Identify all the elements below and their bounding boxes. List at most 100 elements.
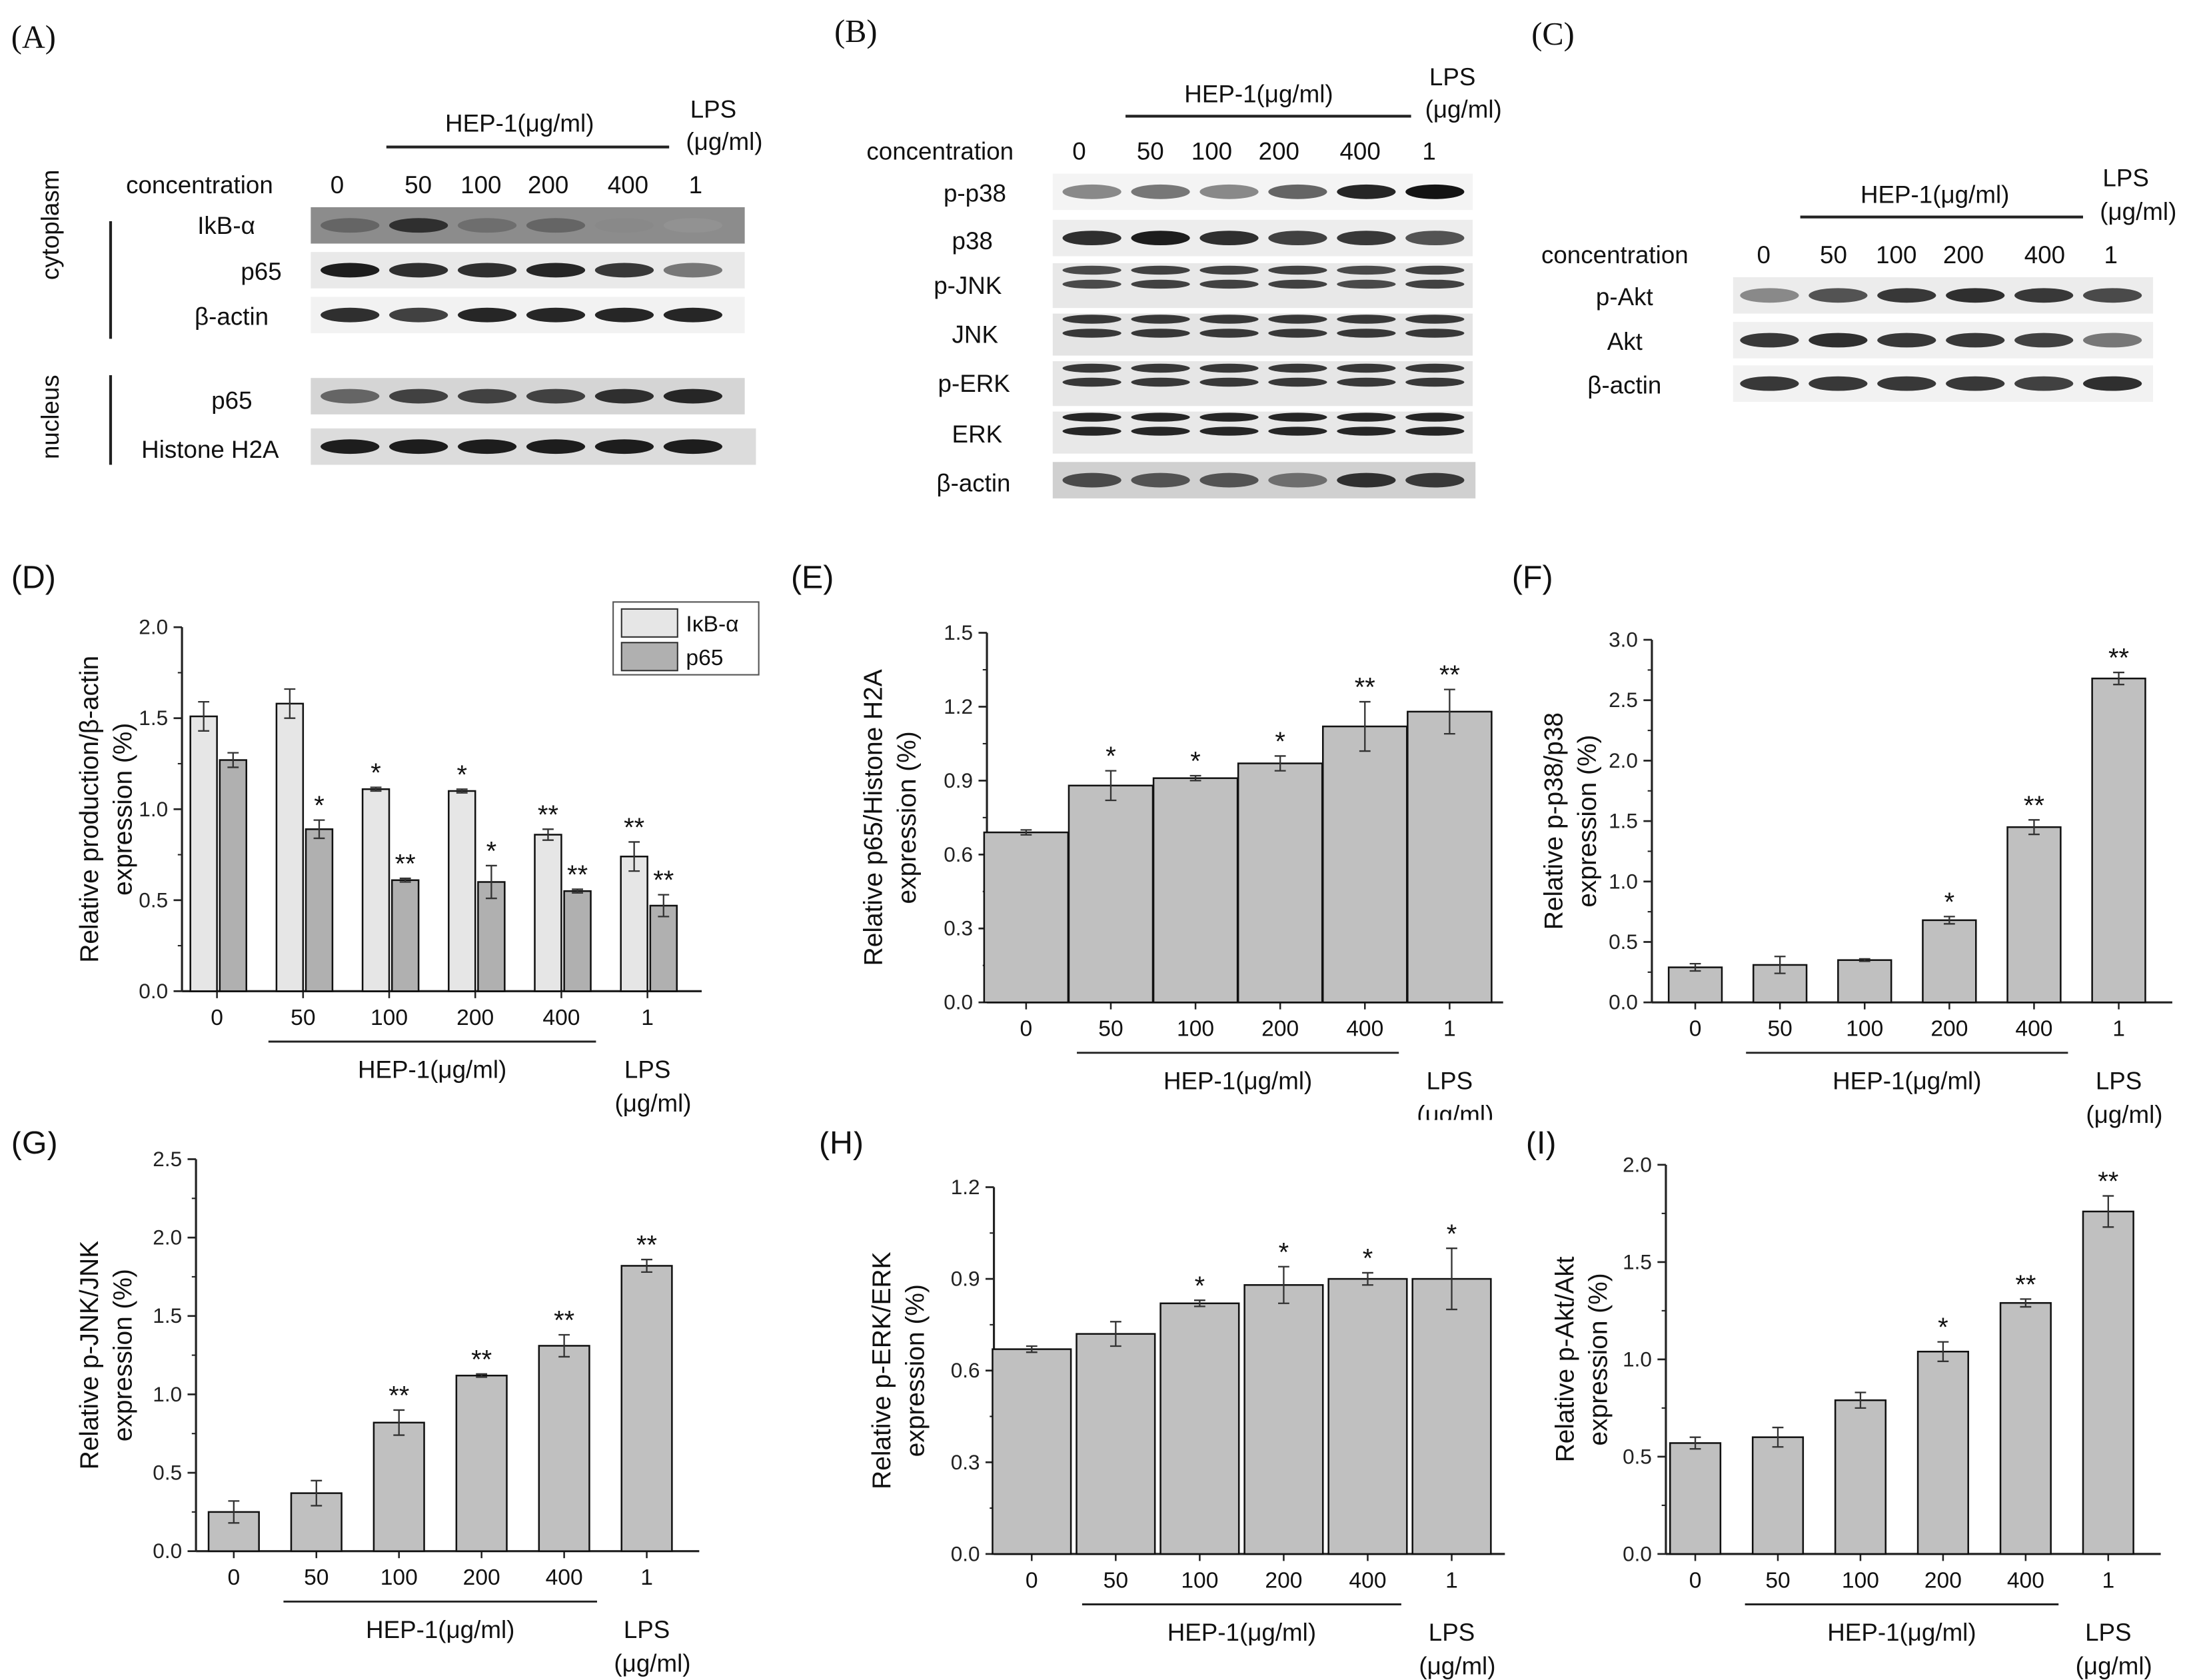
- band-b-pjnk-lane-2-1: [1199, 279, 1259, 289]
- band-a-bactin-lane-3: [526, 307, 586, 323]
- blot-b-perk: [1052, 361, 1473, 407]
- y-tick-label-2-6: 3.0: [1609, 628, 1638, 652]
- panel-c-row-title: concentration: [1541, 241, 1689, 269]
- bar-5-0-4: [1999, 1301, 2052, 1555]
- panel-a-conc-1: 50: [404, 171, 432, 199]
- band-a-h2a-lane-1: [389, 439, 448, 454]
- band-b-pjnk-lane-0-0: [1062, 265, 1121, 275]
- band-a-h2a-lane-3: [526, 439, 586, 454]
- bar-4-0-3: [1243, 1283, 1324, 1555]
- x-tick-label-1-1: 50: [1098, 1017, 1123, 1042]
- band-a-bactin-lane-1: [389, 307, 448, 323]
- x-tick-label-2-4: 400: [2015, 1017, 2052, 1042]
- band-b-pp38-lane-0: [1062, 184, 1121, 199]
- x-tick-label-3-4: 400: [546, 1565, 583, 1590]
- sig-0-0-4: **: [538, 800, 558, 830]
- band-a-p65-lane-2: [457, 263, 517, 278]
- panel-a-hep-label: HEP-1(μg/ml): [445, 109, 594, 137]
- band-b-jnk-lane-2-0: [1199, 315, 1259, 324]
- lps-unit-4: (μg/ml): [1419, 1653, 1495, 1680]
- y-label-4-1: expression (%): [902, 1284, 930, 1457]
- x-tick-label-2-3: 200: [1930, 1017, 1968, 1042]
- blot-b-erk: [1052, 411, 1473, 454]
- x-tick-label-1-3: 200: [1261, 1017, 1299, 1042]
- y-tick-label-2-4: 2.0: [1609, 748, 1638, 772]
- bar-0-0-3: [448, 790, 476, 992]
- band-b-erk-lane-4-1: [1337, 426, 1396, 436]
- bar-1-0-0: [983, 831, 1070, 1004]
- band-a-p65-lane-1: [389, 263, 448, 278]
- panel-b-band-label-p38: p38: [952, 227, 993, 255]
- band-b-perk-lane-1-1: [1131, 377, 1190, 387]
- band-c-bactin-lane-1: [1809, 376, 1868, 391]
- y-tick-label-1-3: 0.9: [944, 768, 973, 792]
- x-tick-label-4-0: 0: [1026, 1568, 1038, 1593]
- y-tick-label-0-4: 2.0: [139, 615, 168, 639]
- panel-label-0: (D): [11, 559, 56, 595]
- group-label-2: HEP-1(μg/ml): [1832, 1067, 1981, 1094]
- band-b-perk-lane-5-1: [1405, 377, 1465, 387]
- x-tick-label-5-4: 400: [2007, 1568, 2044, 1593]
- bar-4-0-1: [1076, 1333, 1156, 1555]
- panel-label-4: (H): [819, 1131, 864, 1161]
- group-label-4: HEP-1(μg/ml): [1167, 1619, 1316, 1646]
- panel-label-5: (I): [1526, 1131, 1557, 1161]
- panel-label-1: (E): [791, 559, 834, 595]
- panel-c-band-label-pakt: p-Akt: [1595, 283, 1653, 311]
- group-label-3: HEP-1(μg/ml): [366, 1616, 514, 1643]
- sig-0-1-3: *: [486, 837, 497, 866]
- band-b-perk-lane-1-0: [1131, 363, 1190, 373]
- band-a-bactin-lane-4: [594, 307, 654, 323]
- x-tick-label-0-1: 50: [291, 1006, 315, 1030]
- band-b-bactin-lane-1: [1131, 472, 1190, 488]
- band-b-erk-lane-3-1: [1268, 426, 1327, 436]
- band-a-p65-lane-5: [663, 263, 723, 278]
- band-c-pakt-lane-5: [2082, 288, 2142, 303]
- band-c-pakt-lane-4: [2014, 288, 2074, 303]
- band-c-pakt-lane-3: [1946, 288, 2005, 303]
- panel-b-hep-line: [1125, 115, 1411, 117]
- bar-3-0-3: [455, 1374, 508, 1552]
- panel-a-hep-line: [386, 145, 670, 148]
- panel-c-band-label-bactin: β-actin: [1587, 371, 1662, 399]
- x-tick-label-1-2: 100: [1177, 1017, 1214, 1042]
- bar-5-0-3: [1916, 1350, 1969, 1555]
- y-tick-label-3-5: 2.5: [153, 1147, 182, 1171]
- panel-a-band-label-h2a: Histone H2A: [141, 435, 279, 464]
- band-c-bactin-lane-4: [2014, 376, 2074, 391]
- lps-unit-0: (μg/ml): [614, 1090, 691, 1117]
- panel-a-row-title: concentration: [126, 171, 273, 199]
- band-a-p65-lane-3: [526, 263, 586, 278]
- bar-0-0-1: [275, 702, 305, 992]
- panel-b-band-label-jnk: JNK: [952, 321, 999, 349]
- bar-0-1-1: [305, 828, 334, 992]
- y-label-2-0: Relative p-p38/p38: [1539, 712, 1568, 930]
- panel-a-lps-label: LPS: [690, 95, 737, 123]
- legend-label-0-1: p65: [686, 646, 723, 670]
- sig-0-0-2: *: [370, 758, 381, 788]
- bar-2-0-4: [2006, 826, 2062, 1004]
- x-tick-label-0-4: 400: [542, 1006, 580, 1030]
- legend-label-0-0: IκB-α: [686, 612, 738, 636]
- panel-c-lps-label: LPS: [2102, 163, 2149, 192]
- band-b-p38-lane-5: [1405, 231, 1465, 246]
- sig-0-1-1: *: [314, 791, 325, 820]
- chart-h: (H) 0.0 0.3 0.6 0.9 1.2 Relative p-ERK/ERK expr…: [819, 1131, 1505, 1680]
- sig-3-0-4: **: [554, 1306, 574, 1335]
- lps-unit-1: (μg/ml): [1417, 1101, 1493, 1120]
- y-tick-label-4-3: 0.9: [951, 1267, 980, 1291]
- panel-c-hep-line: [1800, 215, 2083, 218]
- panel-b-conc-5: 1: [1422, 137, 1436, 165]
- band-a-h2a-lane-4: [594, 439, 654, 454]
- band-b-pjnk-lane-4-1: [1337, 279, 1396, 289]
- y-tick-label-0-0: 0.0: [139, 979, 168, 1003]
- x-tick-label-1-0: 0: [1020, 1017, 1033, 1042]
- chart-g: (G) 0.0 0.5 1.0 1.5 2.0 2.5 Relative p-JNK/JNK e…: [11, 1131, 700, 1677]
- band-b-pp38-lane-2: [1199, 184, 1259, 199]
- y-label-4-0: Relative p-ERK/ERK: [868, 1252, 896, 1489]
- band-b-erk-lane-1-1: [1131, 426, 1190, 436]
- blot-b-bactin: [1052, 462, 1476, 498]
- lps-label-3: LPS: [624, 1616, 670, 1643]
- lps-label-5: LPS: [2085, 1619, 2131, 1646]
- y-tick-label-4-0: 0.0: [951, 1541, 980, 1565]
